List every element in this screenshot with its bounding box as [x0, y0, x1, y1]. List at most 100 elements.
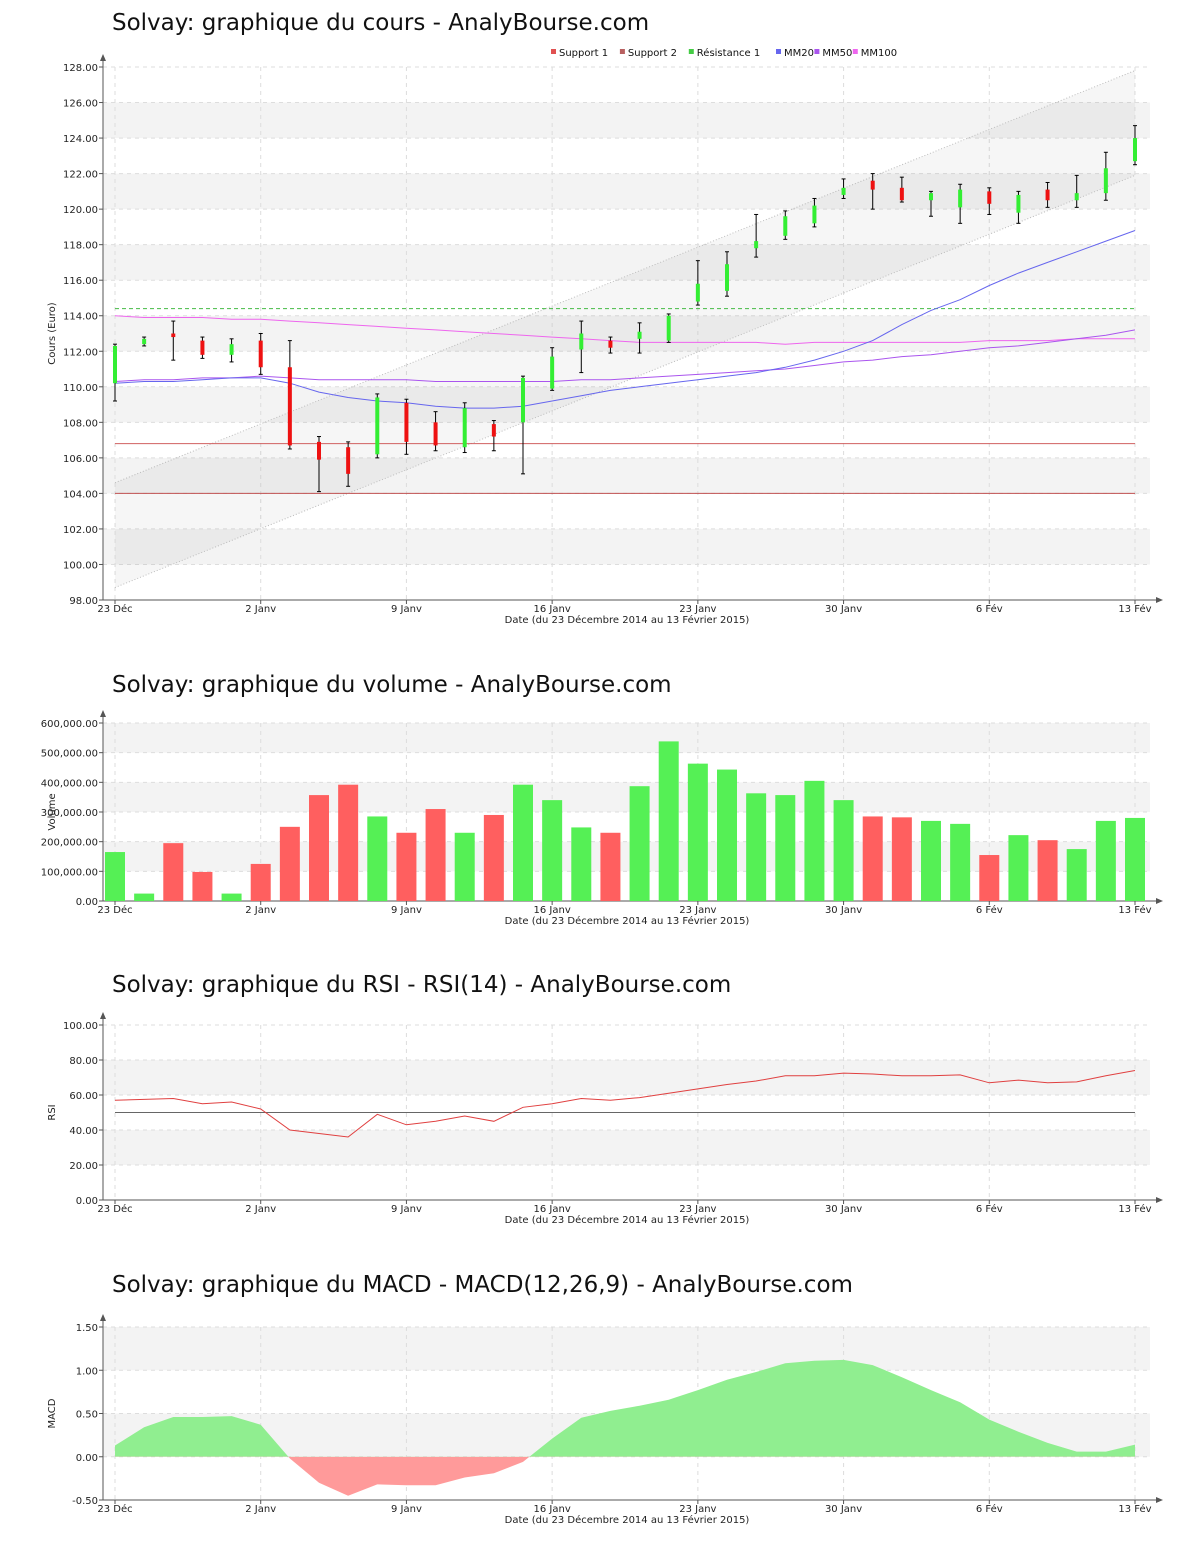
rsi-x-tick-label: 9 Janv — [391, 1204, 422, 1215]
candle-body-up — [637, 331, 642, 339]
price-x-axis-title: Date (du 23 Décembre 2014 au 13 Février … — [505, 614, 750, 626]
legend-label: Résistance 1 — [697, 47, 760, 59]
macd-y-tick-label: 0.00 — [76, 1453, 98, 1464]
price-y-axis-arrow — [100, 54, 106, 61]
candle-body-up — [812, 205, 817, 224]
volume-bar-down — [192, 871, 213, 901]
volume-panel: Solvay: graphique du volume - AnalyBours… — [0, 672, 1200, 937]
volume-x-tick-label: 13 Fév — [1118, 904, 1151, 916]
candle-body-down — [433, 422, 438, 446]
candle-body-up — [695, 283, 700, 302]
legend-label: Support 2 — [628, 48, 677, 59]
legend-label: Support 1 — [559, 48, 608, 59]
volume-x-tick-label: 9 Janv — [391, 905, 422, 916]
macd-x-tick-label: 6 Fév — [976, 1503, 1003, 1515]
candle-body-up — [754, 241, 759, 249]
rsi-line — [114, 1070, 1136, 1138]
macd-y-tick-label: -0.50 — [72, 1496, 98, 1507]
rsi-x-tick-label: 6 Fév — [976, 1203, 1003, 1215]
volume-bar-down — [163, 843, 184, 901]
rsi-y-axis-title: RSI — [47, 1104, 58, 1120]
macd-panel: Solvay: graphique du MACD - MACD(12,26,9… — [0, 1272, 1200, 1537]
volume-grid-band — [103, 723, 1150, 753]
volume-y-axis-title: Volume — [47, 793, 58, 830]
price-x-tick-label: 6 Fév — [976, 603, 1003, 615]
legend-label: MM50 — [822, 48, 852, 59]
volume-bar-up — [833, 800, 854, 901]
price-grid-band — [103, 386, 1150, 423]
price-x-tick-label: 13 Fév — [1118, 603, 1151, 615]
candle-body-up — [521, 377, 525, 423]
volume-x-tick-label: 23 Janv — [679, 905, 716, 916]
legend-swatch — [619, 49, 625, 54]
price-x-axis-arrow — [1156, 597, 1163, 603]
price-grid-band — [103, 315, 1150, 352]
volume-chart: 0.00 100,000.00 200,000.00 300,000.00 400,00… — [41, 710, 1163, 927]
rsi-y-tick-label: 100.00 — [63, 1021, 98, 1032]
volume-y-tick-label: 600,000.00 — [41, 719, 98, 730]
volume-bar-up — [1095, 820, 1116, 901]
candle-body-up — [666, 315, 671, 341]
legend-item: Support 1 — [551, 48, 608, 59]
legend-swatch — [688, 49, 694, 54]
candle-body-up — [1103, 168, 1108, 194]
legend-label: MM100 — [861, 48, 897, 59]
price-y-axis-title: Cours (Euro) — [47, 302, 58, 365]
volume-y-tick-label: 500,000.00 — [41, 749, 98, 760]
volume-x-tick-label: 16 Janv — [534, 905, 571, 916]
price-y-tick-label: 116.00 — [63, 276, 98, 287]
candle-body-down — [346, 447, 351, 474]
volume-x-tick-label: 6 Fév — [976, 904, 1003, 916]
volume-x-tick-label: 23 Déc — [97, 904, 132, 916]
volume-grid-band — [103, 841, 1150, 872]
macd-x-tick-label: 23 Janv — [679, 1504, 716, 1515]
volume-bar-up — [658, 741, 679, 901]
candle-body-up — [929, 193, 933, 201]
price-chart: 98.00 100.00 102.00 104.00 106.00 108.00 110.0… — [47, 47, 1163, 626]
candle-body-down — [171, 333, 176, 338]
price-grid-band — [103, 173, 1150, 210]
candle-body-up — [1133, 138, 1137, 162]
volume-bar-up — [717, 769, 737, 901]
candle-body-up — [1074, 193, 1079, 201]
price-grid-band — [103, 457, 1150, 494]
candle-body-up — [783, 216, 788, 236]
price-y-tick-label: 128.00 — [63, 63, 98, 74]
macd-y-tick-label: 1.00 — [76, 1366, 98, 1377]
candle-body-down — [1045, 189, 1050, 201]
volume-y-tick-label: 400,000.00 — [41, 778, 98, 789]
rsi-x-axis-arrow — [1156, 1197, 1163, 1203]
volume-y-tick-label: 0.00 — [76, 897, 98, 908]
volume-bar-down — [862, 816, 883, 901]
candle-body-up — [229, 344, 234, 355]
volume-bar-up — [513, 784, 533, 901]
volume-x-tick-label: 2 Janv — [245, 905, 276, 916]
rsi-grid-band — [103, 1060, 1150, 1095]
price-panel: Solvay: graphique du cours - AnalyBourse… — [0, 10, 1200, 640]
candle-body-up — [579, 333, 584, 350]
legend-swatch — [776, 49, 781, 54]
volume-bar-down — [891, 817, 912, 901]
candle-body-down — [491, 424, 496, 437]
volume-bar-down — [600, 832, 621, 901]
volume-x-axis-arrow — [1156, 898, 1163, 904]
price-y-tick-label: 100.00 — [63, 560, 98, 571]
macd-x-tick-label: 2 Janv — [245, 1504, 276, 1515]
price-x-tick-label: 2 Janv — [245, 604, 276, 615]
price-y-tick-label: 114.00 — [63, 312, 98, 323]
candle-body-down — [258, 340, 263, 368]
rsi-x-tick-label: 30 Janv — [825, 1204, 862, 1215]
volume-bar-up — [571, 827, 592, 901]
candle-body-up — [725, 264, 729, 291]
volume-bar-up — [687, 763, 708, 901]
candle-body-down — [200, 340, 205, 355]
candle-body-up — [550, 356, 555, 389]
price-channel-upper — [114, 70, 1136, 484]
macd-x-axis-title: Date (du 23 Décembre 2014 au 13 Février … — [505, 1514, 750, 1526]
volume-bar-down — [396, 832, 417, 901]
candle-body-down — [287, 367, 292, 446]
price-channel-lower — [114, 174, 1136, 589]
volume-bar-down — [979, 855, 1000, 901]
candle-body-up — [142, 338, 147, 345]
price-grid-band — [103, 102, 1150, 139]
